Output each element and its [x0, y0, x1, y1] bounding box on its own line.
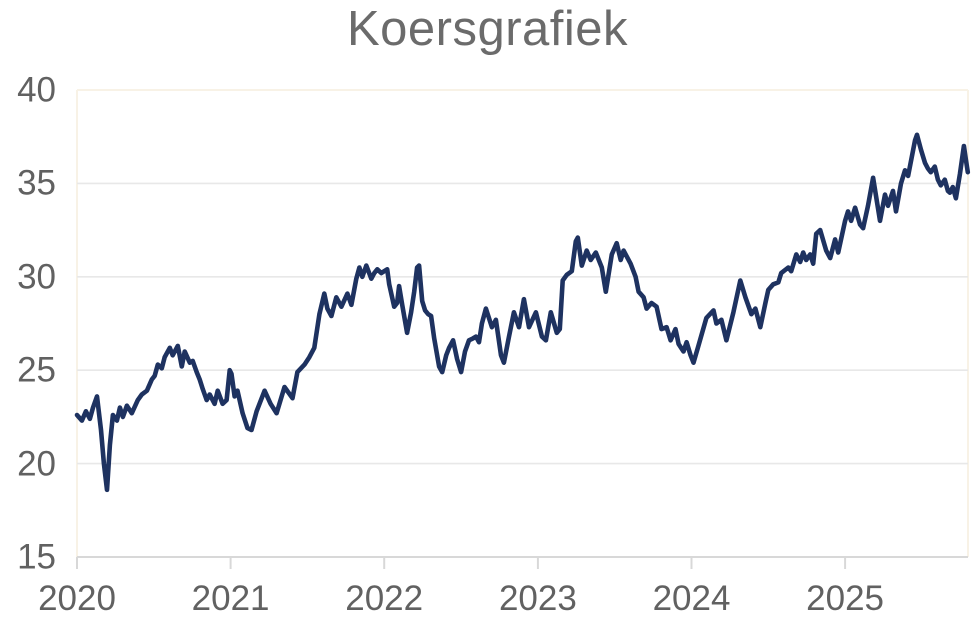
y-axis-label-25: 25: [17, 350, 56, 390]
chart-title: Koersgrafiek: [346, 2, 629, 56]
y-axis-label-20: 20: [17, 444, 56, 484]
x-axis-label-2025: 2025: [806, 579, 885, 618]
y-axis-label-15: 15: [17, 537, 56, 577]
x-axis-label-2022: 2022: [345, 579, 424, 618]
x-axis-label-2024: 2024: [652, 579, 731, 618]
y-axis-label-35: 35: [17, 163, 56, 203]
x-axis-label-2021: 2021: [191, 579, 270, 618]
x-axis-label-2023: 2023: [498, 579, 577, 618]
x-axis-label-2020: 2020: [38, 579, 116, 618]
y-axis-label-40: 40: [17, 70, 56, 110]
price-line-series: [74, 132, 971, 493]
y-axis-label-30: 30: [17, 257, 56, 297]
